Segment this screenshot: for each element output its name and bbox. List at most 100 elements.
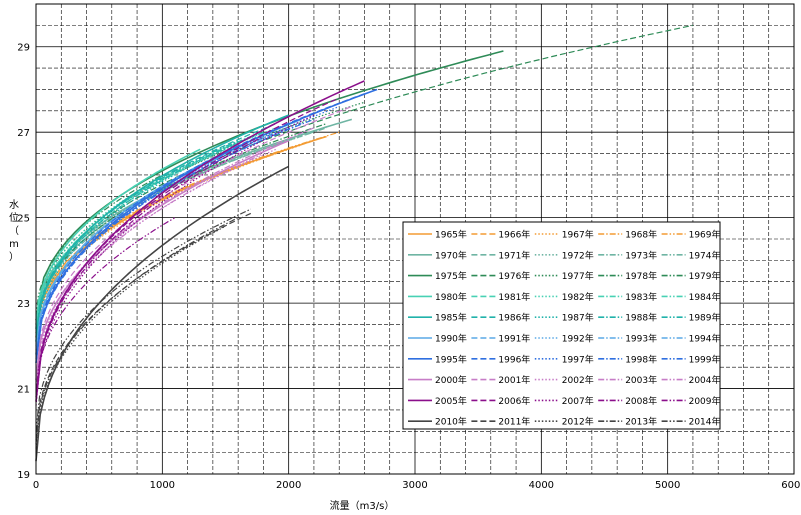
- legend-label: 1983年: [625, 291, 657, 303]
- rating-curve-1988年: [35, 135, 252, 342]
- legend-label: 1981年: [498, 291, 530, 303]
- rating-curve-1972年: [35, 135, 302, 325]
- rating-curve-2008年: [35, 135, 264, 402]
- legend-label: 2013年: [625, 416, 657, 428]
- rating-curve-1987年: [35, 131, 264, 346]
- y-axis-title-char: m: [9, 239, 19, 250]
- x-tick-label: 4000: [529, 480, 554, 491]
- legend-label: 1969年: [689, 229, 721, 241]
- rating-curve-2006年: [35, 97, 340, 398]
- y-axis-title: 水位（ m）: [9, 199, 19, 263]
- x-tick-label: 6000: [781, 480, 801, 491]
- legend-label: 1984年: [689, 291, 721, 303]
- legend-label: 1988年: [625, 312, 657, 324]
- legend-label: 1980年: [435, 291, 467, 303]
- rating-curve-2003年: [35, 127, 315, 381]
- legend-label: 1967年: [562, 229, 594, 241]
- rating-curve-1980年: [35, 148, 201, 329]
- legend-label: 1986年: [498, 312, 530, 324]
- legend-label: 1998年: [625, 353, 657, 365]
- rating-curve-2005年: [35, 80, 365, 402]
- x-tick-label: 1000: [150, 480, 175, 491]
- legend-label: 1994年: [689, 333, 721, 345]
- plot-frame: [35, 3, 795, 475]
- y-tick-label: 19: [17, 470, 30, 481]
- legend-label: 1999年: [689, 353, 721, 365]
- legend-label: 2009年: [689, 395, 721, 407]
- legend-label: 2005年: [435, 395, 467, 407]
- rating-curve-2012年: [35, 225, 226, 449]
- legend-label: 2001年: [498, 374, 530, 386]
- legend-label: 2008年: [625, 395, 657, 407]
- legend-label: 2002年: [562, 374, 594, 386]
- y-axis-title-char: （: [9, 225, 19, 237]
- rating-curve-2011年: [35, 212, 252, 440]
- legend-label: 1996年: [498, 353, 530, 365]
- rating-curve-1996年: [35, 93, 365, 359]
- legend-label: 1982年: [562, 291, 594, 303]
- legend-label: 1979年: [689, 270, 721, 282]
- legend-label: 1973年: [625, 249, 657, 261]
- x-axis-title: 流量（m3/s）: [330, 499, 395, 512]
- rating-curve-1984年: [35, 127, 277, 334]
- rating-curve-2004年: [35, 152, 264, 389]
- rating-curve-2013年: [35, 217, 239, 445]
- rating-curve-2014年: [35, 208, 252, 432]
- rating-curve-1979年: [35, 174, 163, 321]
- legend-label: 1977年: [562, 270, 594, 282]
- legend-label: 1976年: [498, 270, 530, 282]
- legend-label: 1997年: [562, 353, 594, 365]
- legend-label: 1965年: [435, 229, 467, 241]
- legend-label: 1971年: [498, 249, 530, 261]
- rating-curve-2001年: [35, 105, 353, 376]
- legend-label: 2004年: [689, 374, 721, 386]
- legend-label: 1995年: [435, 353, 467, 365]
- legend-box: [402, 221, 721, 430]
- legend-label: 2003年: [625, 374, 657, 386]
- y-tick-label: 25: [17, 214, 30, 225]
- y-axis-title-char: ）: [9, 251, 19, 263]
- y-axis-title-char: 水: [9, 199, 19, 211]
- legend-label: 2007年: [562, 395, 594, 407]
- rating-curve-1981年: [35, 131, 264, 334]
- legend-label: 1975年: [435, 270, 467, 282]
- legend-label: 1987年: [562, 312, 594, 324]
- rating-curves: [35, 24, 694, 462]
- legend: 1965年 1966年 1967年 1968年 1969年 1970年 1971年 1972年…: [402, 221, 721, 430]
- legend-label: 2000年: [435, 374, 467, 386]
- y-tick-label: 21: [17, 385, 30, 396]
- legend-label: 1989年: [689, 312, 721, 324]
- x-tick-label: 3000: [402, 480, 427, 491]
- legend-label: 1974年: [689, 249, 721, 261]
- x-tick-label: 0: [33, 480, 39, 491]
- legend-label: 1990年: [435, 333, 467, 345]
- legend-label: 1968年: [625, 229, 657, 241]
- legend-label: 1970年: [435, 249, 467, 261]
- y-tick-label: 23: [17, 299, 30, 310]
- rating-curve-2009年: [35, 217, 176, 398]
- y-axis-title-char: 位: [9, 211, 19, 224]
- legend-label: 1993年: [625, 333, 657, 345]
- y-tick-labels: 19 21 23 25 27 29: [17, 43, 30, 481]
- legend-label: 1972年: [562, 249, 594, 261]
- legend-label: 1991年: [498, 333, 530, 345]
- legend-label: 1978年: [625, 270, 657, 282]
- rating-curve-1990年: [35, 118, 302, 355]
- rating-curve-1970年: [35, 118, 353, 325]
- rating-curve-1986年: [35, 123, 277, 338]
- y-tick-label: 27: [17, 128, 30, 139]
- x-tick-labels: 0 1000 2000 3000 4000 5000 6000: [33, 480, 801, 491]
- y-tick-label: 29: [17, 43, 30, 54]
- x-tick-label: 5000: [655, 480, 680, 491]
- legend-label: 1966年: [498, 229, 530, 241]
- rating-curve-1977年: [35, 101, 365, 325]
- legend-label: 1992年: [562, 333, 594, 345]
- legend-label: 2012年: [562, 416, 594, 428]
- legend-label: 1985年: [435, 312, 467, 324]
- rating-curve-2010年: [35, 165, 290, 462]
- legend-label: 2010年: [435, 416, 467, 428]
- rating-curve-1968年: [35, 148, 289, 338]
- legend-label: 2011年: [498, 416, 530, 428]
- legend-label: 2006年: [498, 395, 530, 407]
